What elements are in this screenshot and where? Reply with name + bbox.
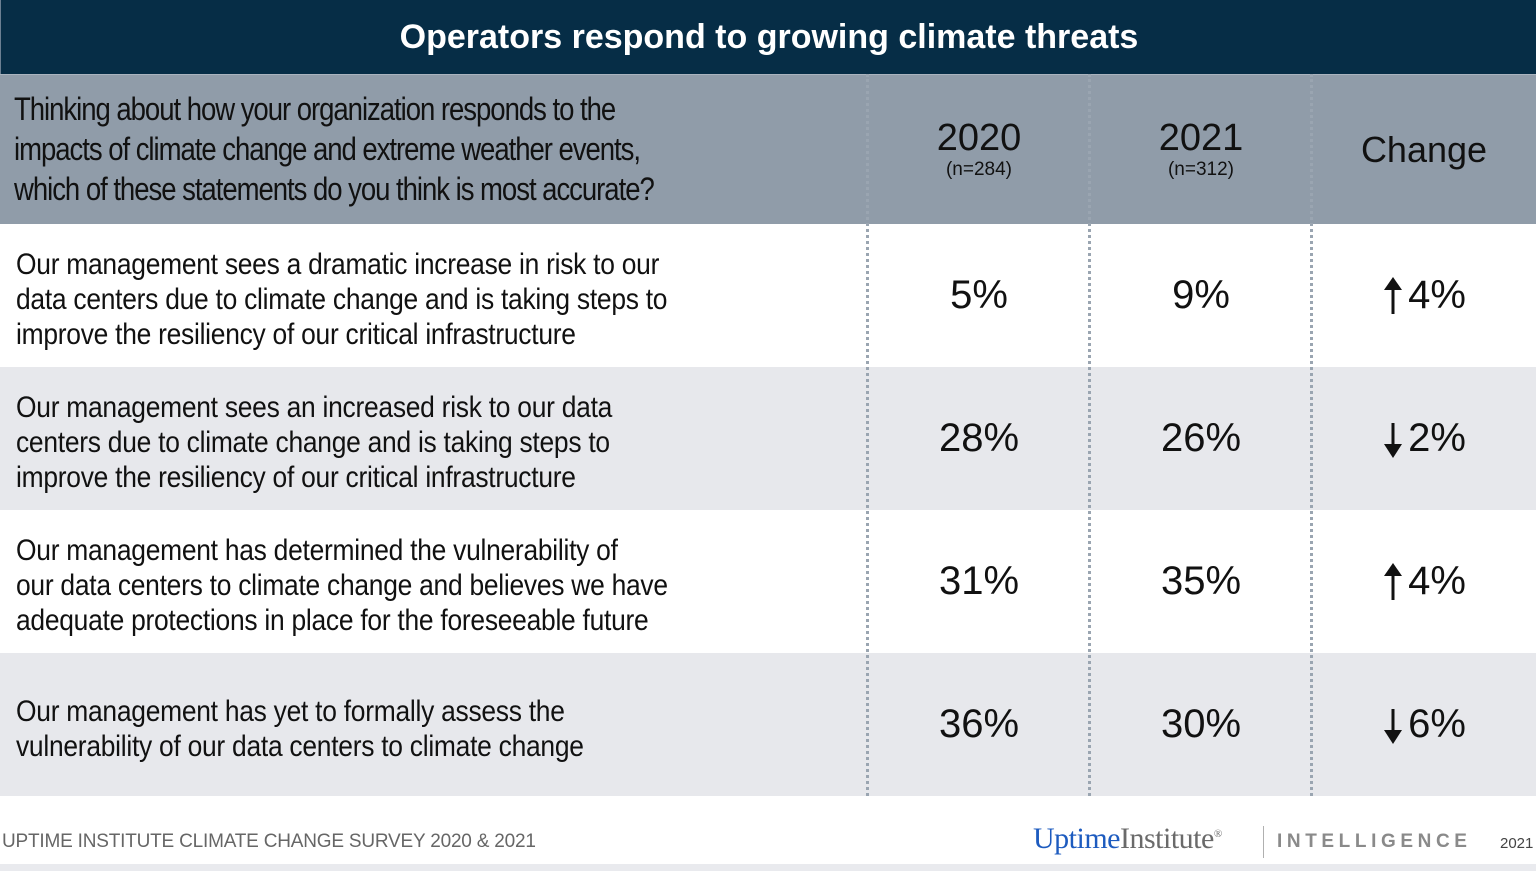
value-change: 6% xyxy=(1312,653,1536,796)
value-text: 4% xyxy=(1408,559,1466,603)
column-year: 2021 xyxy=(1158,116,1244,159)
intelligence-label: INTELLIGENCE xyxy=(1277,831,1472,852)
logo-word-institute: Institute xyxy=(1120,822,1214,855)
registered-mark: ® xyxy=(1213,828,1222,840)
table-header: Thinking about how your organization res… xyxy=(0,74,1536,224)
statement-line: vulnerability of our data centers to cli… xyxy=(16,730,584,763)
statement-line: adequate protections in place for the fo… xyxy=(16,604,649,637)
table-row: Our management sees a dramatic increase … xyxy=(0,224,1536,367)
question-line: Thinking about how your organization res… xyxy=(14,91,616,127)
statement-line: improve the resiliency of our critical i… xyxy=(16,318,576,351)
statement-line: Our management sees a dramatic increase … xyxy=(16,248,660,281)
chart-title: Operators respond to growing climate thr… xyxy=(0,0,1536,74)
value-text: 31% xyxy=(938,559,1020,603)
column-divider xyxy=(866,74,869,796)
value-change: 2% xyxy=(1312,367,1536,510)
value-text: 5% xyxy=(950,273,1008,317)
arrow-up-icon xyxy=(1384,562,1403,600)
arrow-up-icon xyxy=(1384,276,1403,314)
value-2020: 36% xyxy=(868,653,1090,796)
value-text: 9% xyxy=(1172,273,1230,317)
footer-year: 2021 xyxy=(1500,835,1534,852)
value-2021: 9% xyxy=(1090,224,1312,367)
table-row: Our management has yet to formally asses… xyxy=(0,653,1536,796)
value-text: 35% xyxy=(1160,559,1242,603)
value-text: 26% xyxy=(1160,416,1242,460)
question-line: impacts of climate change and extreme we… xyxy=(14,131,641,167)
statement-line: data centers due to climate change and i… xyxy=(16,283,668,316)
statement-text: Our management has determined the vulner… xyxy=(16,533,861,638)
value-text: 2% xyxy=(1408,416,1466,460)
value-text: 28% xyxy=(938,416,1020,460)
uptime-institute-logo: UptimeInstitute® xyxy=(1033,822,1222,856)
value-2020: 28% xyxy=(868,367,1090,510)
question-line: which of these statements do you think i… xyxy=(14,171,655,207)
column-sample-size: (n=284) xyxy=(945,158,1013,180)
column-label: Change xyxy=(1360,128,1488,170)
value-change: 4% xyxy=(1312,510,1536,653)
statement-line: Our management has determined the vulner… xyxy=(16,534,618,567)
column-header-2020: 2020 (n=284) xyxy=(868,75,1090,224)
question-text: Thinking about how your organization res… xyxy=(14,89,831,209)
column-header-change: Change xyxy=(1312,75,1536,224)
column-header-2021: 2021 (n=312) xyxy=(1090,75,1312,224)
column-divider xyxy=(1088,74,1091,796)
statement-line: improve the resiliency of our critical i… xyxy=(16,461,576,494)
statement-line: centers due to climate change and is tak… xyxy=(16,426,610,459)
source-note: UPTIME INSTITUTE CLIMATE CHANGE SURVEY 2… xyxy=(2,831,536,852)
column-year: 2020 xyxy=(936,116,1022,159)
statement-text: Our management sees a dramatic increase … xyxy=(16,247,861,352)
value-2020: 5% xyxy=(868,224,1090,367)
value-2021: 30% xyxy=(1090,653,1312,796)
logo-word-uptime: Uptime xyxy=(1033,822,1121,855)
statement-text: Our management sees an increased risk to… xyxy=(16,390,861,495)
value-2020: 31% xyxy=(868,510,1090,653)
value-text: 4% xyxy=(1408,273,1466,317)
value-change: 4% xyxy=(1312,224,1536,367)
table-row: Our management has determined the vulner… xyxy=(0,510,1536,653)
value-text: 36% xyxy=(938,702,1020,746)
value-text: 6% xyxy=(1408,702,1466,746)
column-sample-size: (n=312) xyxy=(1167,158,1235,180)
value-2021: 26% xyxy=(1090,367,1312,510)
value-text: 30% xyxy=(1160,702,1242,746)
statement-line: Our management has yet to formally asses… xyxy=(16,695,565,728)
table-row: Our management sees an increased risk to… xyxy=(0,367,1536,510)
column-divider xyxy=(1310,74,1313,796)
logo-divider xyxy=(1263,826,1264,858)
arrow-down-icon xyxy=(1384,422,1403,458)
value-2021: 35% xyxy=(1090,510,1312,653)
statement-line: Our management sees an increased risk to… xyxy=(16,391,613,424)
bottom-strip xyxy=(0,864,1536,871)
statement-line: our data centers to climate change and b… xyxy=(16,569,668,602)
statement-text: Our management has yet to formally asses… xyxy=(16,694,861,764)
arrow-down-icon xyxy=(1384,708,1403,744)
